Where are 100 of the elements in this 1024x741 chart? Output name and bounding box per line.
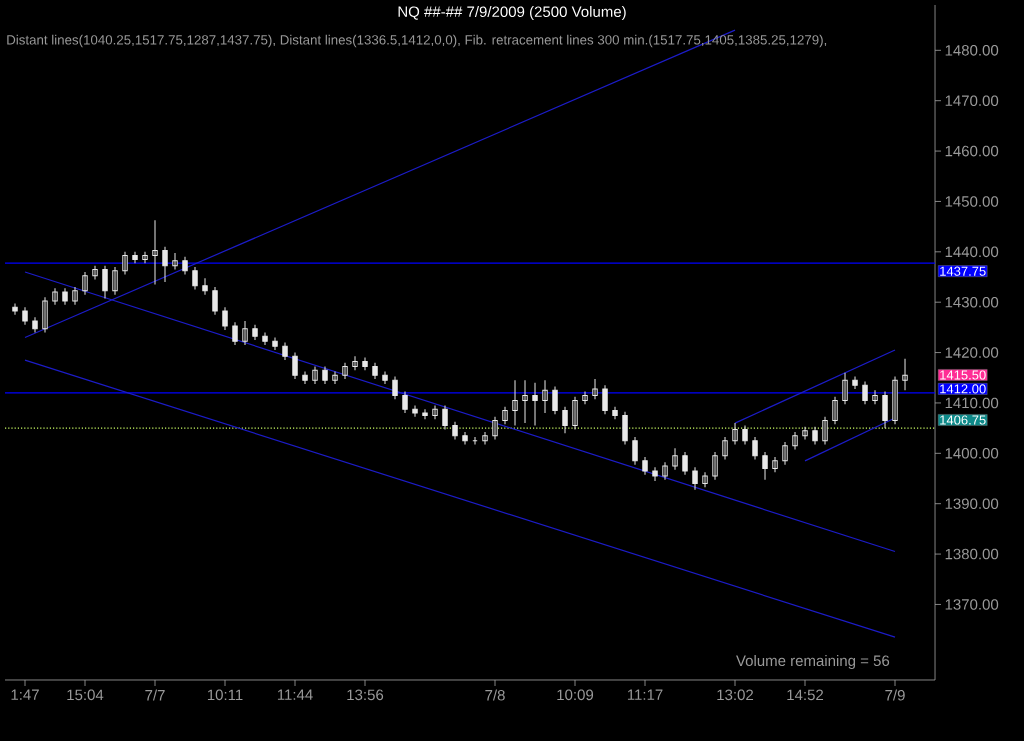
candlestick — [572, 396, 578, 430]
candlestick — [512, 379, 518, 427]
y-tick-label: 1410.00 — [945, 397, 999, 409]
candlestick — [302, 370, 308, 385]
candlestick — [872, 389, 878, 405]
candlestick — [362, 357, 368, 371]
candlestick — [742, 425, 748, 445]
candlestick — [402, 391, 408, 414]
candlestick — [342, 362, 348, 380]
x-tick-label: 10:11 — [207, 689, 243, 701]
candlestick — [542, 379, 548, 414]
candlestick — [722, 436, 728, 461]
x-tick-label: 13:02 — [717, 689, 754, 701]
candlestick — [902, 358, 908, 391]
candlestick — [552, 386, 558, 415]
candlestick — [782, 441, 788, 466]
candlestick — [52, 287, 58, 306]
x-tick-label: 11:17 — [627, 689, 663, 700]
candlestick — [132, 251, 138, 264]
y-tick-label: 1440.00 — [945, 246, 999, 258]
candlestick — [812, 426, 818, 445]
chart-title: NQ ##-## 7/9/2009 (2500 Volume) — [398, 6, 626, 20]
candlestick — [802, 426, 808, 440]
candlestick — [882, 391, 888, 429]
candlestick — [832, 396, 838, 425]
candlestick — [32, 316, 38, 333]
candlestick — [242, 320, 248, 346]
candlestick — [442, 404, 448, 430]
candlestick — [632, 436, 638, 466]
candlestick — [122, 251, 128, 275]
candlestick — [102, 265, 108, 299]
text: 1406.75 — [940, 415, 986, 425]
candlestick — [192, 266, 198, 291]
candlestick — [452, 421, 458, 440]
candlestick — [62, 287, 68, 306]
candlestick — [592, 378, 598, 400]
candlestick — [842, 372, 848, 405]
y-tick-label: 1460.00 — [945, 145, 999, 157]
candlestick — [142, 251, 148, 264]
candlestick — [702, 471, 708, 488]
candlestick — [492, 416, 498, 440]
annotation: Volume remaining = 56 — [736, 655, 890, 669]
candlestick — [202, 277, 208, 296]
candlestick — [172, 252, 178, 270]
candlestick — [272, 336, 278, 351]
y-tick-label: 1390.00 — [945, 498, 999, 509]
y-tick-label: 1470.00 — [945, 95, 999, 106]
candlestick — [282, 342, 288, 361]
x-tick-label: 7/9 — [885, 689, 905, 701]
x-tick-label: 15:04 — [67, 689, 104, 701]
y-tick-label: 1380.00 — [945, 548, 999, 560]
candlestick — [482, 431, 488, 445]
candlestick — [72, 286, 78, 306]
x-tick-label: 7/8 — [485, 689, 505, 701]
candlestick — [772, 456, 778, 473]
candlestick — [852, 376, 858, 390]
candlestick — [12, 302, 18, 316]
candlestick — [82, 271, 88, 296]
x-tick-label: 11:44 — [277, 689, 313, 700]
candlestick — [422, 408, 428, 420]
candlestick — [612, 406, 618, 420]
candlestick — [712, 451, 718, 481]
candlestick — [662, 461, 668, 481]
candlestick — [212, 286, 218, 316]
candlestick — [752, 436, 758, 461]
candlestick — [462, 431, 468, 445]
y-tick-label: 1450.00 — [945, 196, 999, 207]
candlestick — [322, 365, 328, 385]
candlestick — [162, 246, 168, 283]
candlestick — [112, 266, 118, 296]
ref-line-label: 1437.75 — [940, 266, 986, 276]
candlestick — [622, 411, 628, 445]
x-tick-label: 13:56 — [347, 689, 384, 701]
candlestick — [232, 321, 238, 346]
candlestick — [182, 256, 188, 275]
candlestick — [792, 431, 798, 451]
y-tick-label: 1400.00 — [945, 448, 999, 459]
y-tick-label: 1480.00 — [945, 45, 999, 56]
candlestick — [642, 456, 648, 476]
x-tick-label: 14:52 — [787, 689, 824, 701]
candlestick — [892, 376, 898, 425]
candlestick — [152, 219, 158, 286]
candlestick — [502, 406, 508, 425]
candlestick — [532, 382, 538, 427]
x-tick-label: 10:09 — [557, 689, 594, 701]
candlestick — [372, 362, 378, 380]
candlestick — [432, 404, 438, 420]
candlestick — [672, 447, 678, 471]
candlestick — [332, 370, 338, 385]
text: 1415.50 — [940, 370, 986, 380]
candlestick — [652, 466, 658, 482]
candlestick — [92, 265, 98, 281]
candlestick — [582, 391, 588, 405]
candlestick — [692, 466, 698, 491]
candlestick — [822, 416, 828, 445]
candlestick — [252, 324, 258, 341]
x-tick-label: 1:47 — [11, 689, 39, 700]
candlestick — [42, 296, 48, 333]
candlestick — [682, 451, 688, 476]
candlestick — [522, 379, 528, 424]
